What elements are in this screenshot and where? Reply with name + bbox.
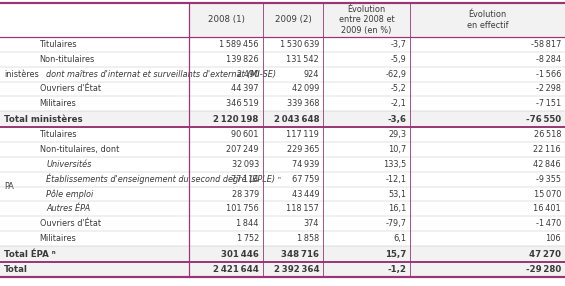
Text: -62,9: -62,9 (385, 69, 406, 79)
Text: Non-titulaires, dont: Non-titulaires, dont (40, 145, 119, 154)
Text: 26 518: 26 518 (533, 130, 561, 139)
Text: -1,2: -1,2 (387, 265, 406, 274)
Text: 6,1: 6,1 (393, 234, 406, 243)
Text: -8 284: -8 284 (536, 55, 561, 64)
Text: 44 397: 44 397 (231, 84, 259, 94)
Text: -79,7: -79,7 (385, 219, 406, 228)
Text: Total ÉPA ⁿ: Total ÉPA ⁿ (4, 249, 55, 259)
Text: 229 365: 229 365 (286, 145, 319, 154)
Text: Ouvriers d'État: Ouvriers d'État (40, 84, 101, 94)
Text: 42 099: 42 099 (292, 84, 319, 94)
Text: -5,9: -5,9 (390, 55, 406, 64)
Text: 16,1: 16,1 (388, 204, 406, 213)
Text: -3,6: -3,6 (387, 115, 406, 124)
Bar (0, 246, 565, 262)
Text: -5,2: -5,2 (390, 84, 406, 94)
Text: 90 601: 90 601 (231, 130, 259, 139)
Bar (189, 3, 565, 37)
Text: 339 368: 339 368 (286, 100, 319, 108)
Text: 924: 924 (304, 69, 319, 79)
Text: 22 116: 22 116 (533, 145, 561, 154)
Text: 101 756: 101 756 (226, 204, 259, 213)
Text: Universités: Universités (46, 160, 92, 169)
Text: 374: 374 (304, 219, 319, 228)
Text: Titulaires: Titulaires (40, 40, 77, 49)
Text: 117 119: 117 119 (286, 130, 319, 139)
Text: 118 157: 118 157 (286, 204, 319, 213)
Text: 2 392 364: 2 392 364 (273, 265, 319, 274)
Text: Total: Total (4, 265, 28, 274)
Text: -12,1: -12,1 (385, 175, 406, 184)
Text: Non-titulaires: Non-titulaires (40, 55, 95, 64)
Text: -76 550: -76 550 (526, 115, 561, 124)
Text: 1 858: 1 858 (297, 234, 319, 243)
Text: 2 043 648: 2 043 648 (273, 115, 319, 124)
Text: Titulaires: Titulaires (40, 130, 77, 139)
Text: 133,5: 133,5 (383, 160, 406, 169)
Text: PA: PA (4, 182, 14, 191)
Text: -3,7: -3,7 (390, 40, 406, 49)
Text: Évolution
en effectif: Évolution en effectif (467, 10, 509, 29)
Text: 43 449: 43 449 (292, 190, 319, 198)
Text: 2008 (1): 2008 (1) (207, 15, 245, 24)
Text: 1 530 639: 1 530 639 (280, 40, 319, 49)
Text: 1 589 456: 1 589 456 (219, 40, 259, 49)
Text: Militaires: Militaires (40, 100, 76, 108)
Text: Total ministères: Total ministères (4, 115, 82, 124)
Text: 1 844: 1 844 (236, 219, 259, 228)
Text: 10,7: 10,7 (388, 145, 406, 154)
Text: 2009 (2): 2009 (2) (275, 15, 311, 24)
Text: 67 759: 67 759 (292, 175, 319, 184)
Text: 15 070: 15 070 (534, 190, 561, 198)
Text: 2 490: 2 490 (237, 69, 259, 79)
Text: 346 519: 346 519 (226, 100, 259, 108)
Text: Évolution
entre 2008 et
2009 (en %): Évolution entre 2008 et 2009 (en %) (339, 5, 394, 35)
Text: dont maîtres d'internat et surveillants d'externat (MI-SE): dont maîtres d'internat et surveillants … (46, 69, 276, 79)
Text: -2,1: -2,1 (390, 100, 406, 108)
Text: 131 542: 131 542 (286, 55, 319, 64)
Text: 16 401: 16 401 (533, 204, 561, 213)
Text: -58 817: -58 817 (531, 40, 561, 49)
Text: 53,1: 53,1 (388, 190, 406, 198)
Text: Ouvriers d'État: Ouvriers d'État (40, 219, 101, 228)
Text: 2 120 198: 2 120 198 (214, 115, 259, 124)
Text: 15,7: 15,7 (385, 249, 406, 259)
Text: -7 151: -7 151 (536, 100, 561, 108)
Text: Autres ÉPA: Autres ÉPA (46, 204, 90, 213)
Text: 139 826: 139 826 (226, 55, 259, 64)
Text: 74 939: 74 939 (292, 160, 319, 169)
Text: 29,3: 29,3 (388, 130, 406, 139)
Text: 42 846: 42 846 (533, 160, 561, 169)
Text: 301 446: 301 446 (221, 249, 259, 259)
Text: -2 298: -2 298 (536, 84, 561, 94)
Text: 106: 106 (545, 234, 561, 243)
Text: 1 752: 1 752 (237, 234, 259, 243)
Text: 47 270: 47 270 (529, 249, 561, 259)
Text: inistères: inistères (4, 69, 39, 79)
Text: -29 280: -29 280 (526, 265, 561, 274)
Text: -1 566: -1 566 (536, 69, 561, 79)
Text: Établissements d'enseignement du second degré (EPLE) ⁿ: Établissements d'enseignement du second … (46, 174, 281, 184)
Text: -9 355: -9 355 (536, 175, 561, 184)
Text: 207 249: 207 249 (226, 145, 259, 154)
Text: 2 421 644: 2 421 644 (213, 265, 259, 274)
Text: 28 379: 28 379 (232, 190, 259, 198)
Bar (0, 111, 565, 127)
Text: 77 114: 77 114 (231, 175, 259, 184)
Bar (0, 262, 565, 277)
Text: Militaires: Militaires (40, 234, 76, 243)
Text: 32 093: 32 093 (232, 160, 259, 169)
Text: 348 716: 348 716 (281, 249, 319, 259)
Text: Pôle emploi: Pôle emploi (46, 189, 94, 199)
Text: -1 470: -1 470 (536, 219, 561, 228)
